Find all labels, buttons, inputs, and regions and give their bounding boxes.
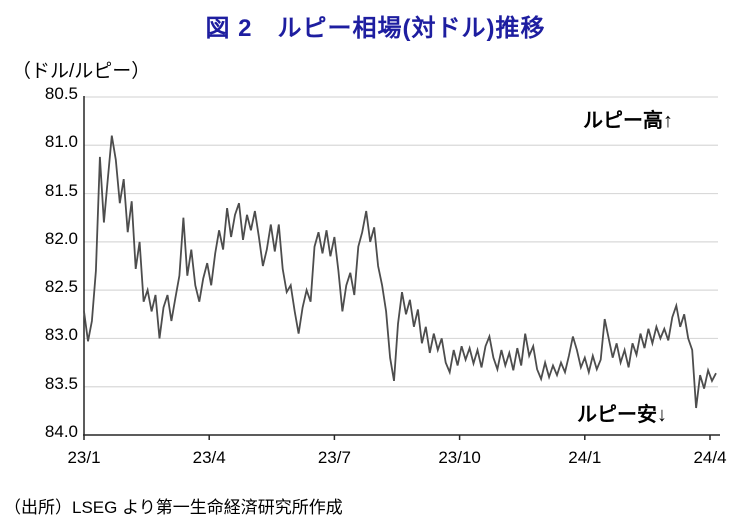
y-tick-label: 80.5 (44, 84, 78, 103)
x-tick-label: 23/4 (192, 448, 226, 467)
x-tick-label: 23/7 (317, 448, 351, 467)
source-note: （出所）LSEG より第一生命経済研究所作成 (4, 498, 343, 517)
y-tick-label: 84.0 (44, 422, 78, 441)
x-tick-label: 23/10 (438, 448, 481, 467)
y-axis-unit-label: （ドル/ルピー） (12, 61, 151, 82)
annotation-rupee-high: ルピー高↑ (583, 110, 673, 132)
annotation-rupee-low: ルピー安↓ (577, 404, 667, 426)
x-tick-label: 24/1 (568, 448, 602, 467)
y-tick-label: 81.0 (44, 132, 78, 152)
y-tick-label: 82.0 (44, 228, 78, 248)
y-tick-label: 83.5 (44, 373, 78, 393)
x-tick-label: 23/1 (67, 448, 101, 467)
price-line-series (83, 135, 717, 409)
y-tick-label: 81.5 (44, 180, 78, 200)
y-tick-label: 82.5 (44, 277, 78, 297)
x-tick-label: 24/4 (693, 448, 727, 467)
y-tick-label: 83.0 (44, 325, 78, 345)
chart-title: 図 2 ルピー相場(対ドル)推移 (205, 15, 546, 42)
